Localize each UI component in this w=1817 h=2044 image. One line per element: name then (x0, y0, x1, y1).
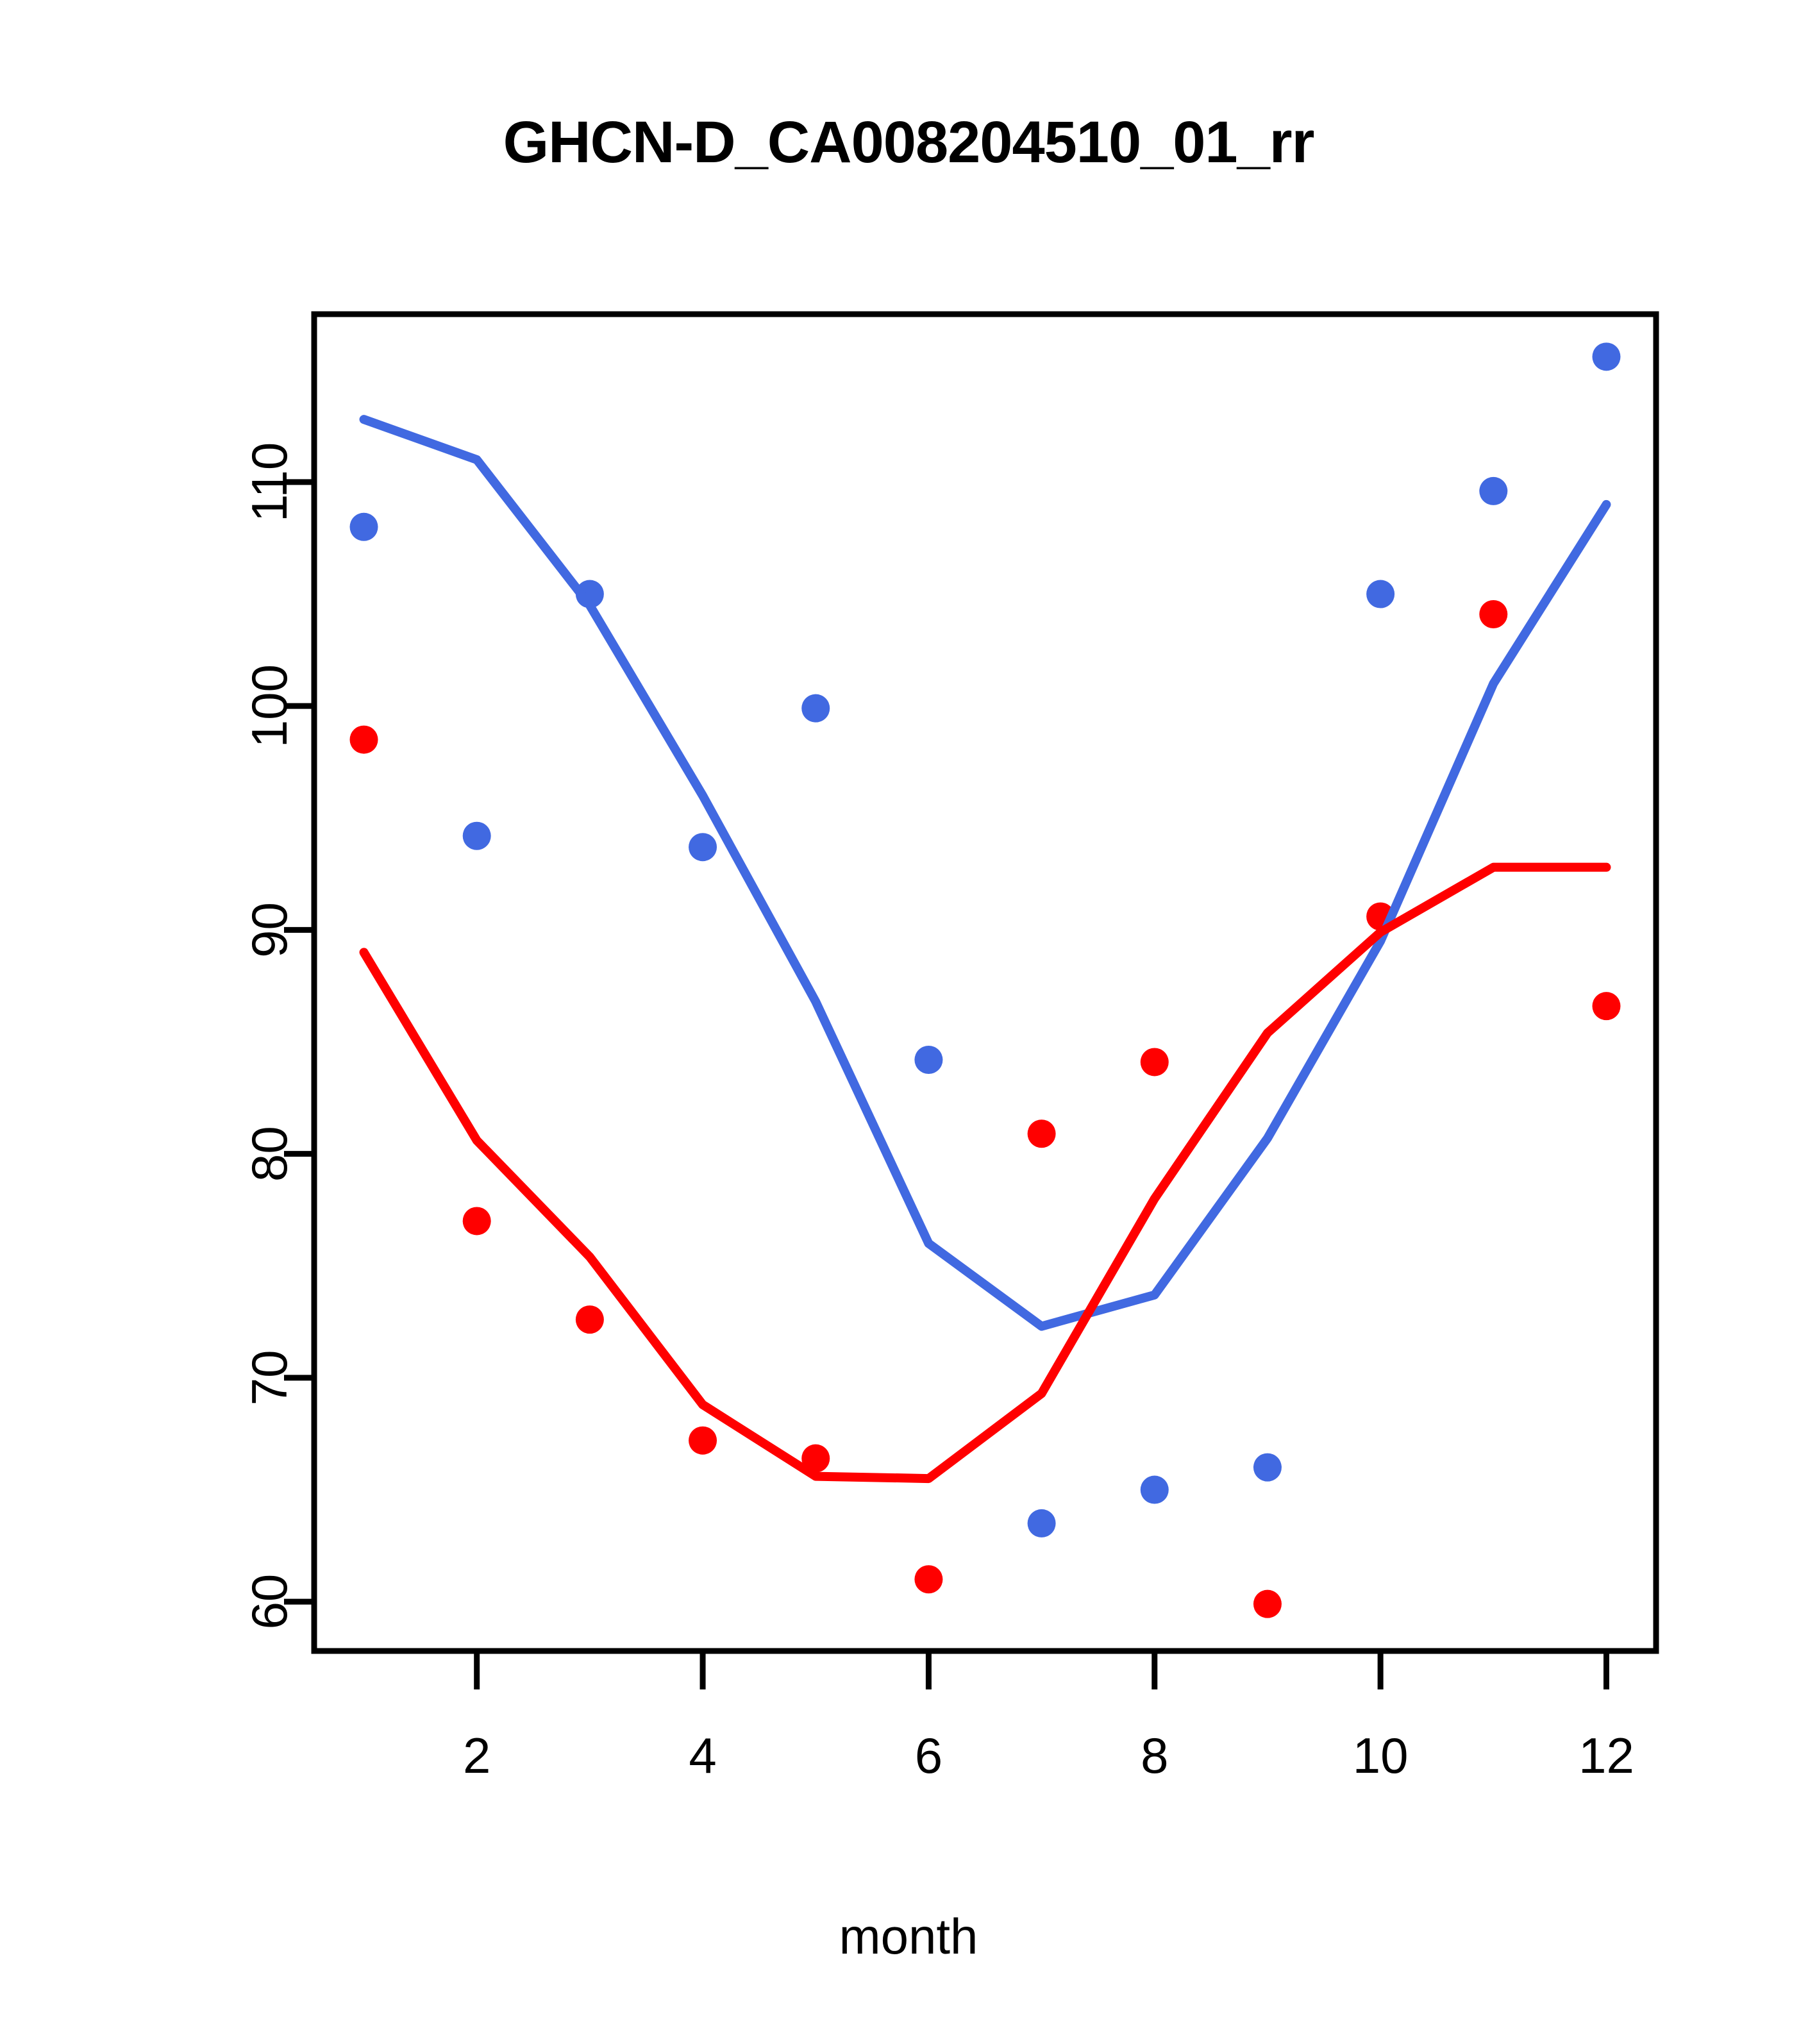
data-point (1592, 992, 1621, 1021)
x-tick-label: 4 (689, 1727, 716, 1784)
plot-frame (311, 311, 1659, 1654)
x-tick-label: 10 (1353, 1727, 1409, 1784)
y-tick-label: 60 (241, 1574, 297, 1630)
x-axis-label: month (839, 1908, 978, 1964)
y-tick-label: 80 (241, 1126, 297, 1182)
data-point (462, 1207, 491, 1236)
y-axis-ticks (284, 479, 314, 1605)
series-points-red-points (349, 599, 1621, 1618)
series-group (349, 342, 1621, 1618)
axes-group (284, 311, 1659, 1689)
data-point (689, 833, 717, 862)
y-tick-label: 110 (241, 442, 297, 522)
data-point (914, 1045, 943, 1074)
data-point (1253, 1453, 1282, 1482)
x-tick-label: 8 (1141, 1727, 1168, 1784)
y-axis-tick-labels: 60 70 80 90 100 110 (241, 442, 297, 1630)
data-point (1140, 1475, 1169, 1504)
data-point (1592, 342, 1621, 371)
data-point (575, 1305, 604, 1334)
page-title: GHCN-D_CA008204510_01_rr (503, 110, 1315, 175)
x-axis-tick-labels: 2 4 6 8 10 12 (463, 1727, 1634, 1784)
y-tick-label: 100 (241, 664, 297, 748)
data-point (801, 1444, 830, 1473)
y-tick-label: 70 (241, 1350, 297, 1406)
y-tick-label: 90 (241, 902, 297, 958)
data-point (1479, 599, 1508, 628)
data-point (1027, 1509, 1056, 1537)
data-point (1027, 1119, 1056, 1148)
data-point (689, 1426, 717, 1455)
data-point (914, 1565, 943, 1594)
x-tick-label: 12 (1578, 1727, 1634, 1784)
x-tick-label: 6 (915, 1727, 942, 1784)
series-points-blue-points (349, 342, 1621, 1537)
series-line-red-line (359, 862, 1611, 1484)
data-point (801, 694, 830, 723)
x-axis-ticks (474, 1651, 1609, 1689)
series-line-blue-line (359, 415, 1611, 1331)
data-point (462, 821, 491, 850)
data-point (1253, 1589, 1282, 1618)
data-point (349, 512, 378, 541)
data-point (349, 725, 378, 754)
x-tick-label: 2 (463, 1727, 490, 1784)
data-point (1366, 580, 1395, 608)
data-point (1140, 1048, 1169, 1076)
data-point (1479, 476, 1508, 505)
